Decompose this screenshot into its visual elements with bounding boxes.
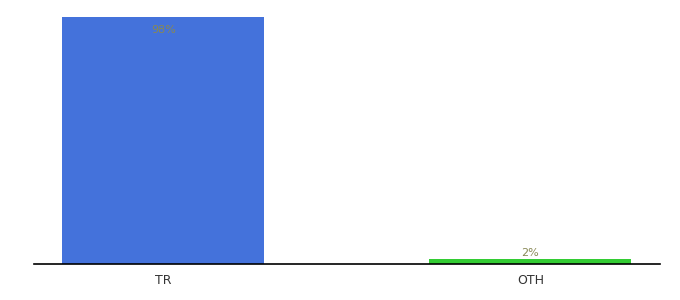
Text: 2%: 2% bbox=[522, 248, 539, 258]
Bar bbox=[63, 17, 265, 264]
Text: 98%: 98% bbox=[151, 25, 175, 34]
Bar bbox=[429, 259, 631, 264]
